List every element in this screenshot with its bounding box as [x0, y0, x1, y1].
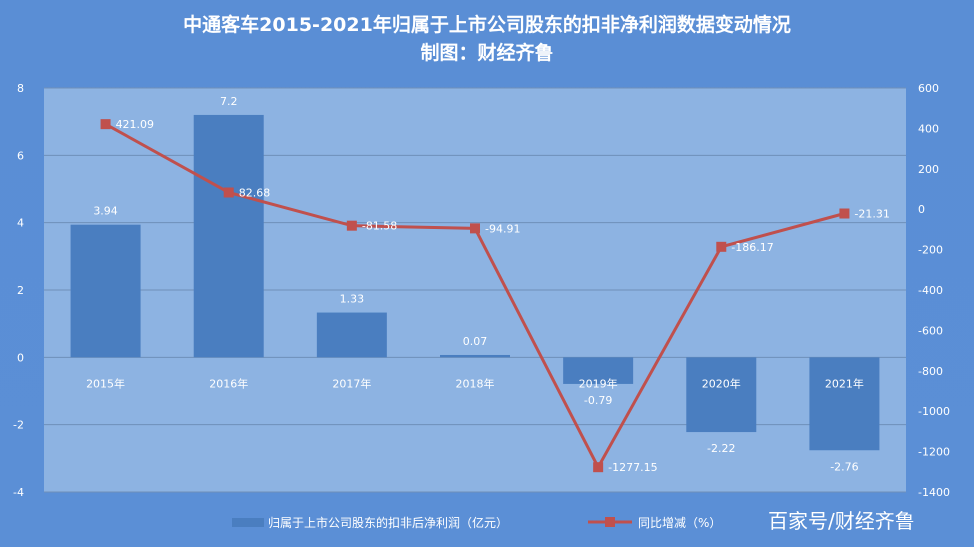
- line-data-label: 421.09: [116, 118, 155, 131]
- y-tick-label: 8: [17, 82, 24, 95]
- bar-data-label: -2.22: [707, 442, 735, 455]
- bar: [193, 114, 264, 358]
- bar-data-label: 1.33: [340, 293, 365, 306]
- y-tick-label: -2: [13, 419, 24, 432]
- x-tick-label: 2020年: [702, 376, 741, 390]
- legend-line-label: 同比增减（%）: [638, 516, 721, 530]
- line-point: [470, 223, 480, 234]
- y2-tick-label: -600: [918, 324, 943, 337]
- x-tick-label: 2018年: [456, 376, 495, 390]
- chart-title: 中通客车2015-2021年归属于上市公司股东的扣非净利润数据变动情况: [183, 13, 791, 36]
- bar-data-label: 7.2: [220, 95, 238, 108]
- y2-tick-label: -200: [918, 244, 943, 257]
- x-tick-label: 2016年: [209, 376, 248, 390]
- y-tick-label: 0: [17, 351, 24, 364]
- bar: [563, 357, 634, 384]
- bar: [809, 357, 880, 451]
- y2-tick-label: -1400: [918, 486, 950, 499]
- y-tick-label: 2: [17, 284, 24, 297]
- bar: [686, 357, 757, 433]
- line-point: [593, 462, 604, 473]
- legend: 归属于上市公司股东的扣非后净利润（亿元） 同比增减（%）: [232, 515, 721, 530]
- x-tick-label: 2021年: [825, 376, 864, 390]
- bar: [316, 312, 387, 358]
- y2-tick-label: 200: [918, 163, 939, 176]
- line-point: [716, 241, 727, 252]
- line-point: [223, 187, 234, 198]
- legend-bar-label: 归属于上市公司股东的扣非后净利润（亿元）: [268, 515, 508, 530]
- line-data-label: -1277.15: [608, 461, 657, 474]
- y2-tick-label: 400: [918, 122, 939, 135]
- x-tick-label: 2019年: [579, 376, 618, 390]
- line-data-label: 82.68: [239, 186, 271, 199]
- bar: [70, 224, 141, 358]
- x-tick-label: 2015年: [86, 376, 125, 390]
- chart-subtitle: 制图：财经齐鲁: [420, 41, 553, 64]
- line-data-label: -81.58: [362, 220, 397, 233]
- bar: [440, 354, 510, 358]
- watermark: 百家号/财经齐鲁: [768, 509, 915, 533]
- line-point: [839, 208, 850, 219]
- y-tick-label: 4: [17, 217, 24, 230]
- y2-tick-label: 600: [918, 82, 939, 95]
- bar-data-label: 0.07: [463, 335, 488, 348]
- bar-data-label: 3.94: [93, 205, 118, 218]
- x-tick-label: 2017年: [332, 376, 371, 390]
- bar-data-label: -0.79: [584, 394, 612, 407]
- line-data-label: -186.17: [731, 241, 773, 254]
- y2-tick-label: 0: [918, 203, 925, 216]
- y-tick-label: -4: [13, 486, 24, 499]
- bar-data-label: -2.76: [830, 460, 858, 473]
- line-point: [100, 119, 111, 130]
- y2-tick-label: -400: [918, 284, 943, 297]
- y-tick-label: 6: [17, 149, 24, 162]
- y2-tick-label: -1000: [918, 405, 950, 418]
- y2-tick-label: -1200: [918, 446, 950, 459]
- line-point: [346, 220, 357, 231]
- legend-line-marker: [605, 517, 615, 527]
- legend-bar-swatch: [232, 518, 264, 527]
- y2-tick-label: -800: [918, 365, 943, 378]
- line-data-label: -94.91: [485, 222, 520, 235]
- line-data-label: -21.31: [854, 208, 889, 221]
